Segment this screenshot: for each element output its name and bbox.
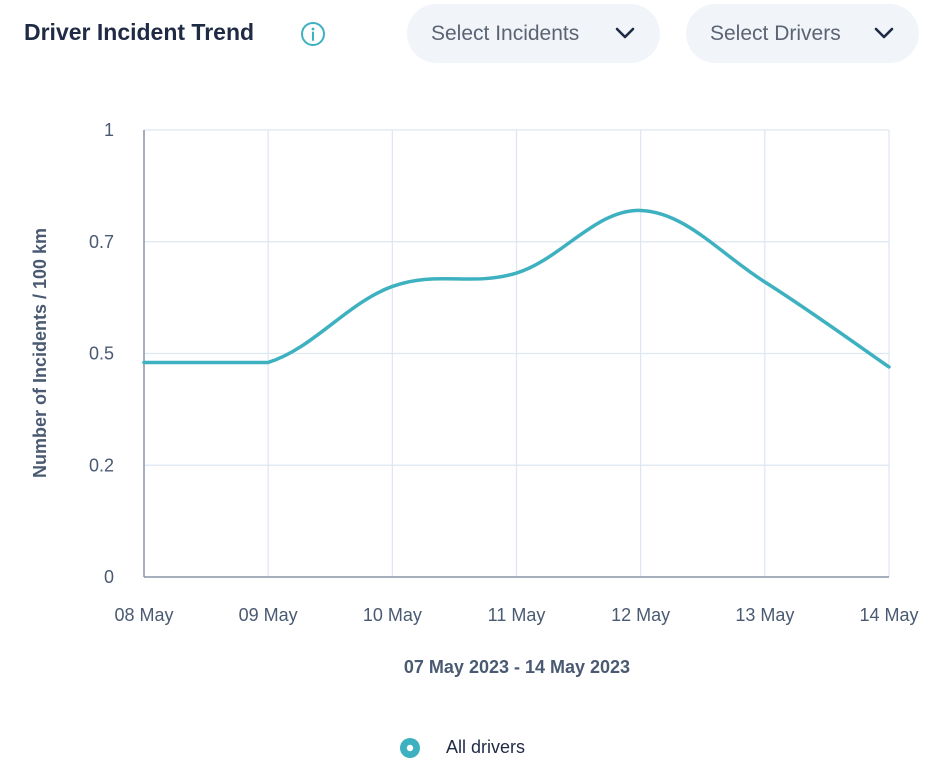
x-tick-label-6: 14 May: [859, 605, 918, 625]
grid: [144, 129, 890, 577]
chevron-down-icon: [874, 27, 894, 39]
y-tick-label-0: 0: [104, 567, 114, 587]
y-axis-title: Number of Incidents / 100 km: [30, 228, 50, 478]
axes: [143, 130, 889, 578]
legend-label-all-drivers[interactable]: All drivers: [446, 737, 526, 757]
x-tick-label-0: 08 May: [114, 605, 173, 625]
info-icon[interactable]: [300, 21, 326, 47]
x-tick-label-1: 09 May: [239, 605, 298, 625]
select-drivers-dropdown[interactable]: Select Drivers: [686, 4, 919, 63]
line-chart: 0 0.2 0.5 0.7 1 08 May 09 May 10 May 11 May 12 Ma…: [30, 120, 919, 677]
chart-header: Driver Incident Trend Select Incidents S…: [0, 0, 940, 70]
select-incidents-dropdown[interactable]: Select Incidents: [407, 4, 660, 63]
tick-labels: 0 0.2 0.5 0.7 1 08 May 09 May 10 May 11 May 12 Ma…: [89, 120, 919, 625]
y-tick-label-4: 1: [104, 120, 114, 140]
chart-title: Driver Incident Trend: [24, 19, 255, 45]
x-tick-label-5: 13 May: [735, 605, 794, 625]
series-line-all-drivers: [142, 208, 891, 369]
x-axis-title: 07 May 2023 - 14 May 2023: [404, 657, 630, 677]
x-tick-label-3: 11 May: [488, 605, 546, 625]
y-tick-label-1: 0.2: [89, 455, 114, 475]
y-tick-label-3: 0.7: [89, 232, 114, 252]
select-drivers-label: Select Drivers: [710, 21, 841, 45]
select-incidents-label: Select Incidents: [431, 21, 580, 45]
legend-marker[interactable]: [400, 738, 420, 758]
x-tick-label-4: 12 May: [611, 605, 670, 625]
chevron-down-icon: [615, 27, 635, 39]
y-tick-label-2: 0.5: [89, 344, 114, 364]
x-tick-label-2: 10 May: [363, 605, 422, 625]
